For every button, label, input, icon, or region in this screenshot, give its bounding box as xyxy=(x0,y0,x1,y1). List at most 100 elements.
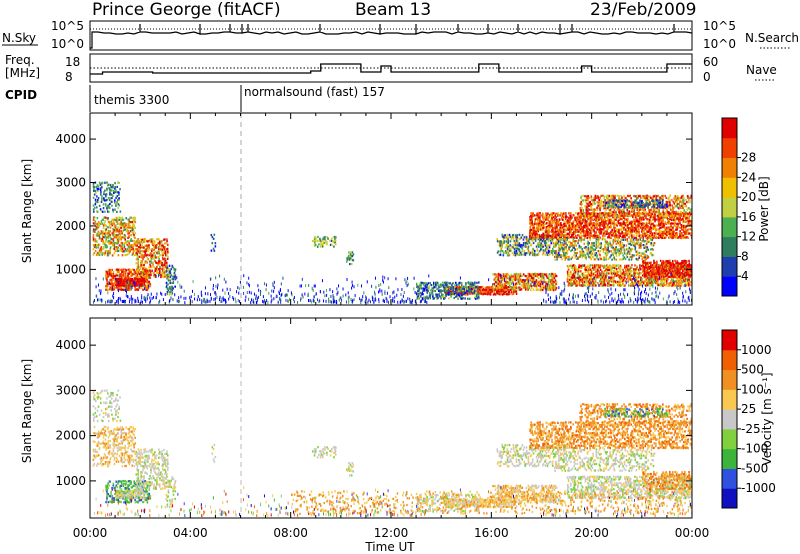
power-cell xyxy=(573,226,575,229)
power-cell xyxy=(604,284,607,287)
power-cell xyxy=(459,289,461,292)
power-cell xyxy=(113,276,115,279)
power-cell xyxy=(162,252,165,255)
power-cell xyxy=(564,222,566,225)
power-cell xyxy=(525,245,528,248)
power-cell xyxy=(561,226,563,229)
power-cell xyxy=(431,291,433,294)
power-cell xyxy=(612,210,614,214)
power-cell xyxy=(520,246,523,249)
power-cell xyxy=(160,250,163,253)
power-cell xyxy=(673,212,675,215)
power-cell xyxy=(628,212,630,215)
power-cell xyxy=(144,269,147,273)
power-cell xyxy=(645,210,647,214)
power-cell xyxy=(552,230,554,233)
power-cell xyxy=(111,268,113,271)
power-cell xyxy=(603,276,605,279)
power-cell xyxy=(585,201,587,204)
power-cell xyxy=(432,293,434,296)
power-cell xyxy=(585,228,587,231)
power-cell xyxy=(121,232,124,235)
power-cell xyxy=(161,256,164,259)
power-cell xyxy=(518,252,521,255)
power-cell xyxy=(509,244,512,247)
power-cell xyxy=(421,281,423,284)
power-cell xyxy=(567,272,570,275)
power-cell xyxy=(116,242,118,245)
power-cell xyxy=(173,268,176,271)
power-cell xyxy=(603,218,605,221)
power-cell xyxy=(132,225,134,228)
power-cell xyxy=(620,214,622,217)
power-cell xyxy=(147,257,149,261)
power-cell xyxy=(505,284,508,287)
power-cell xyxy=(96,200,99,204)
power-cell xyxy=(132,273,134,276)
power-cell xyxy=(532,278,535,281)
power-cell xyxy=(648,220,650,224)
power-cell xyxy=(666,234,668,237)
power-cell xyxy=(487,292,490,295)
power-cell xyxy=(139,242,141,245)
power-cell xyxy=(433,283,435,286)
power-cell xyxy=(158,257,160,260)
power-cell xyxy=(145,272,147,276)
power-cell xyxy=(620,194,622,198)
power-cell xyxy=(575,216,577,219)
power-cell xyxy=(635,232,637,235)
power-cell xyxy=(131,279,133,283)
power-cell xyxy=(592,272,595,276)
power-cell xyxy=(530,243,533,246)
power-cell xyxy=(152,252,155,255)
power-cell xyxy=(606,196,608,200)
power-cell xyxy=(650,210,652,213)
power-cell xyxy=(139,270,142,274)
power-cell xyxy=(96,222,99,226)
power-cell xyxy=(612,266,614,269)
power-cell xyxy=(120,226,123,229)
power-cell xyxy=(593,212,595,215)
power-cell xyxy=(454,287,456,290)
power-cell xyxy=(585,274,587,277)
power-cell xyxy=(687,236,689,240)
power-cell xyxy=(532,248,535,251)
power-cell xyxy=(547,224,550,227)
power-cell xyxy=(642,234,644,237)
power-cell xyxy=(609,226,611,229)
power-cell xyxy=(569,214,571,217)
power-cell xyxy=(444,281,447,284)
power-cell xyxy=(647,236,649,239)
power-cell xyxy=(634,214,636,217)
power-cell xyxy=(98,237,101,240)
power-cell xyxy=(94,249,97,253)
power-cell xyxy=(557,222,559,225)
power-cell xyxy=(550,230,553,233)
power-cell xyxy=(157,268,160,271)
power-cell xyxy=(623,216,625,220)
power-cell xyxy=(640,216,643,219)
power-cell xyxy=(628,222,631,225)
power-cell xyxy=(548,216,550,219)
power-cell xyxy=(598,228,600,231)
power-cell xyxy=(636,206,639,209)
power-cell xyxy=(656,236,658,239)
power-cell xyxy=(587,270,590,273)
power-cell xyxy=(567,220,569,223)
power-cell xyxy=(96,184,99,187)
power-cell xyxy=(107,210,110,213)
power-cell xyxy=(106,206,109,209)
power-cell xyxy=(549,282,552,285)
power-cell xyxy=(484,290,487,293)
power-cell xyxy=(110,282,113,285)
power-cell xyxy=(98,243,101,246)
power-cell xyxy=(633,230,636,233)
power-cell xyxy=(621,280,623,283)
power-cell xyxy=(132,284,135,287)
power-cell xyxy=(599,209,601,212)
power-cell xyxy=(333,245,335,248)
power-cell xyxy=(500,284,503,287)
power-cell xyxy=(535,284,538,287)
power-cell xyxy=(118,216,121,219)
power-cell xyxy=(671,222,673,225)
